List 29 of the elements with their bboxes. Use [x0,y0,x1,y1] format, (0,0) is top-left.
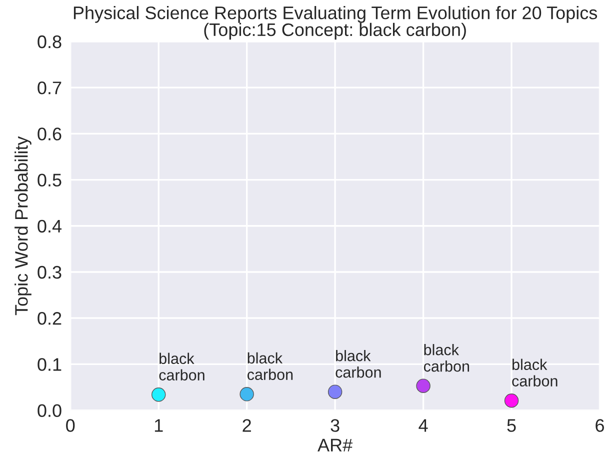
point [328,384,342,399]
y-tick-label: 0.2 [38,312,62,325]
x-tick-label: 2 [242,419,251,432]
y-tick-label: 0.8 [38,35,62,48]
annotation: black carbon [424,344,470,372]
point [504,393,519,408]
chart-title: Physical Science Reports Evaluating Term Evolution for 20 Topics (Topic:15 Concept: black carbon) [74,6,598,40]
x-tick-label: 0 [66,419,75,432]
y-tick-label: 0.3 [38,266,62,279]
annotation: black carbon [336,350,381,378]
x-tick-label: 6 [596,419,604,432]
y-tick-label: 0.7 [38,82,62,94]
annotation: black carbon [247,352,293,380]
y-tick-label: 0.0 [38,404,62,418]
x-axis-title: AR# [318,438,353,452]
x-tick-label: 4 [418,419,428,432]
x-tick-label: 1 [154,419,163,432]
y-tick-label: 0.5 [38,174,62,187]
y-tick-label: 0.6 [38,128,62,140]
point [240,387,254,402]
y-axis-title: Topic Word Probability [14,136,32,316]
x-tick-label: 5 [507,419,516,432]
x-tick-label: 3 [330,419,340,432]
annotation: black carbon [512,358,558,386]
y-tick-label: 0.4 [38,220,62,233]
y-tick-label: 0.1 [38,358,62,371]
annotation: black carbon [159,352,204,380]
point [151,388,166,402]
point [416,378,430,393]
